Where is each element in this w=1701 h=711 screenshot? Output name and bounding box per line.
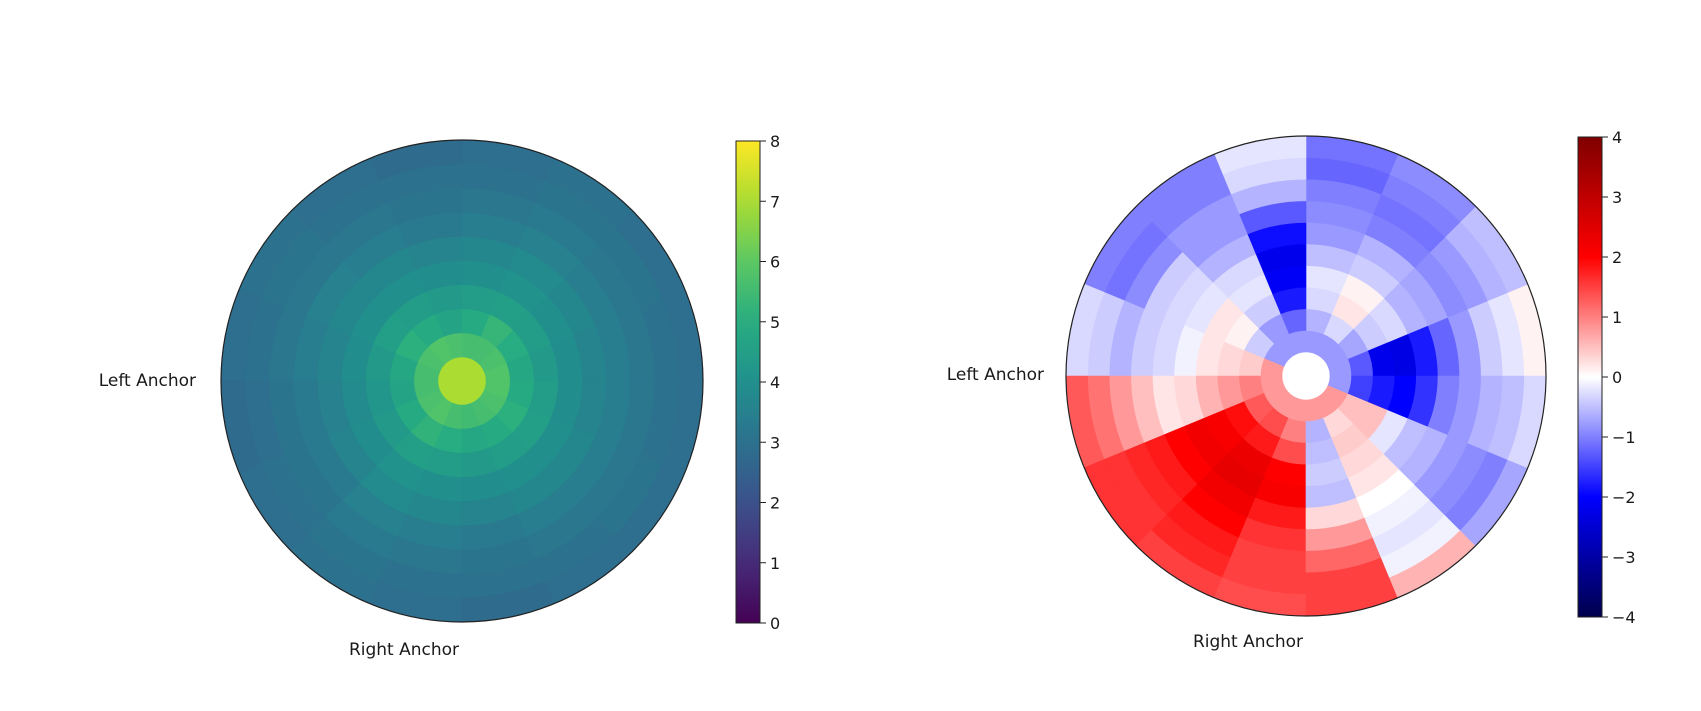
colorbar-tick-label: −4: [1612, 608, 1636, 627]
colorbar-tick-label: 1: [770, 554, 780, 573]
colorbar-tick-label: 3: [1612, 188, 1622, 207]
colorbar-tick-label: 2: [770, 494, 780, 513]
colorbar-tick-label: 6: [770, 253, 780, 272]
colorbar-tick-label: 3: [770, 433, 780, 452]
right-chart-left-label: Left Anchor: [947, 365, 1044, 385]
colorbar-tick-label: 0: [1612, 368, 1622, 387]
right-polar-chart: Left Anchor Right Anchor: [947, 135, 1547, 652]
colorbar-tick-label: −3: [1612, 548, 1636, 567]
right-chart-bottom-label: Right Anchor: [1193, 632, 1303, 652]
colorbar-tick-label: 1: [1612, 308, 1622, 327]
colorbar-tick-label: 2: [1612, 248, 1622, 267]
left-colorbar-ticks: 0 1 2 3 4 5 6 7 8: [760, 132, 780, 633]
left-chart-bottom-label: Right Anchor: [349, 640, 459, 660]
right-colorbar: −4 −3 −2 −1 0 1 2 3 4: [1577, 128, 1636, 627]
colorbar-tick-label: −1: [1612, 428, 1636, 447]
right-heatmap-cells: [1066, 136, 1546, 616]
colorbar-tick-label: −2: [1612, 488, 1636, 507]
right-colorbar-gradient: [1577, 136, 1603, 618]
right-polar-frame: [1065, 135, 1547, 617]
left-heatmap-cells: [221, 140, 703, 622]
colorbar-tick-label: 4: [770, 373, 780, 392]
colorbar-tick-label: 7: [770, 192, 780, 211]
colorbar-tick-label: 0: [770, 614, 780, 633]
left-colorbar-gradient: [735, 140, 761, 624]
left-polar-chart: Left Anchor Right Anchor: [99, 139, 704, 660]
colorbar-tick-label: 8: [770, 132, 780, 151]
left-colorbar: 0 1 2 3 4 5 6 7 8: [735, 132, 780, 633]
left-chart-left-label: Left Anchor: [99, 371, 196, 391]
colorbar-tick-label: 5: [770, 313, 780, 332]
colorbar-tick-label: 4: [1612, 128, 1622, 147]
left-polar-frame: [220, 139, 704, 623]
right-colorbar-ticks: −4 −3 −2 −1 0 1 2 3 4: [1602, 128, 1636, 627]
